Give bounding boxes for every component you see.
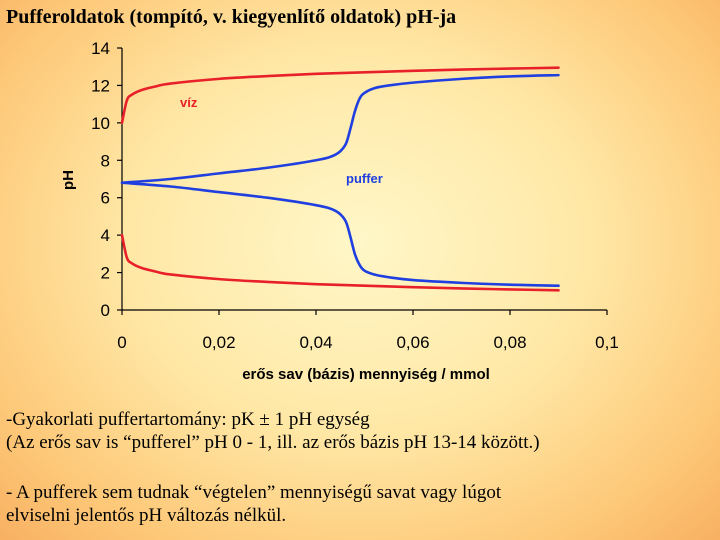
y-tick-label: 8 [101,151,110,170]
series-line-1 [120,233,560,292]
note-line-1: -Gyakorlati puffertartomány: pK ± 1 pH e… [6,409,370,430]
y-axis-title: pH [60,170,77,190]
slide-title: Pufferoldatok (tompító, v. kiegyenlítő o… [6,6,457,28]
y-tick-label: 10 [91,114,110,133]
ph-chart: 0 2 4 6 8 10 12 14 0 0,02 0,04 0,06 0,08 0,1 víz puffe… [60,39,619,383]
y-tick-label: 0 [101,301,110,320]
note-line-2: (Az erős sav is “pufferel” pH 0 - 1, ill… [6,432,540,453]
series-label-víz: víz [180,95,198,110]
x-tick-label: 0,06 [396,333,429,352]
y-tick-label: 12 [91,76,110,95]
note-line-4: elviselni jelentős pH változás nélkül. [6,505,287,526]
x-tick-label: 0,1 [595,333,619,352]
note-buffer-range: -Gyakorlati puffertartomány: pK ± 1 pH e… [6,408,540,454]
x-axis-title: erős sav (bázis) mennyiség / mmol [242,366,490,383]
series-lines [120,66,560,292]
tick-labels: 0 2 4 6 8 10 12 14 0 0,02 0,04 0,06 0,08 0,1 [91,39,619,352]
series-line-0 [120,66,560,125]
x-tick-label: 0 [117,333,126,352]
x-tick-label: 0,02 [202,333,235,352]
y-tick-label: 2 [101,264,110,283]
axes [117,47,608,315]
y-tick-label: 6 [101,189,110,208]
series-labels: víz puffer [180,95,383,186]
y-tick-label: 4 [101,226,110,245]
x-tick-label: 0,08 [493,333,526,352]
note-buffer-capacity: - A pufferek sem tudnak “végtelen” menny… [6,481,501,527]
y-tick-label: 14 [91,39,110,58]
series-label-puffer: puffer [346,171,383,186]
series-line-2 [120,73,560,185]
series-line-3 [120,181,560,287]
x-tick-label: 0,04 [299,333,332,352]
note-line-3: - A pufferek sem tudnak “végtelen” menny… [6,482,502,503]
